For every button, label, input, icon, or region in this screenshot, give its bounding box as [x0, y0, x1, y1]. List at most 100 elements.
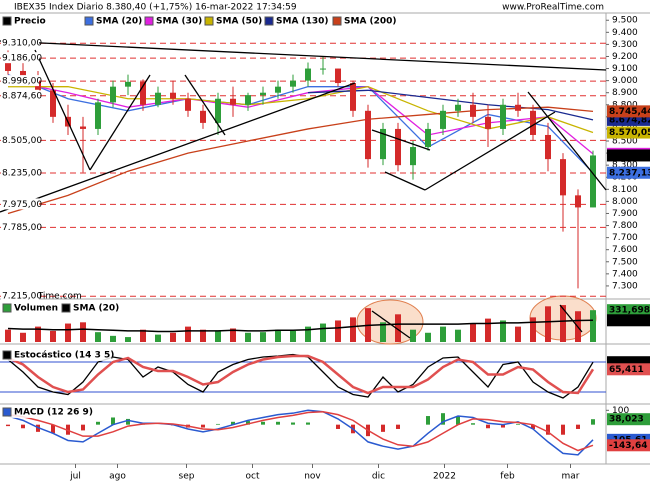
- legend-label: MACD (12 26 9): [14, 408, 93, 418]
- level-label-box: [1, 221, 39, 233]
- line: [7, 79, 594, 155]
- trend-line: [371, 310, 411, 339]
- level-label-box: [1, 198, 39, 210]
- y-tick-label: 7.500: [612, 257, 638, 267]
- histogram-bar: [516, 423, 520, 425]
- x-tick-label: ago: [109, 472, 126, 482]
- histogram-bar: [231, 421, 235, 425]
- labels: IBEX35 Index Diario 8.380,40 (+1,75%) 16…: [1, 3, 650, 482]
- candle-body: [410, 147, 416, 166]
- trend-line: [527, 91, 607, 191]
- histogram-bar: [306, 422, 310, 425]
- volume-bar: [215, 330, 221, 342]
- volume-bar: [170, 332, 176, 342]
- level-label: 8.874,60: [2, 91, 42, 101]
- candle-body: [470, 104, 476, 117]
- legend-swatch: [144, 16, 154, 26]
- y-tick-label: 9.400: [612, 28, 638, 38]
- legend-bg: [1, 302, 151, 314]
- candle-body: [170, 92, 176, 99]
- y-tick-label: 9.200: [612, 52, 638, 62]
- volume-bar: [335, 320, 341, 342]
- volume-bar: [530, 317, 536, 342]
- value-label: 8.674,82: [609, 115, 650, 125]
- candle-body: [80, 126, 86, 129]
- candle-body: [155, 92, 161, 105]
- value-label-box: [607, 314, 650, 327]
- y-tick-label: 8.100: [612, 185, 638, 195]
- histogram-bar: [561, 424, 565, 435]
- legend-label: SMA (30): [156, 17, 202, 27]
- histogram-bar: [81, 424, 85, 431]
- volume-bar: [290, 330, 296, 342]
- legend-bg: [1, 349, 113, 361]
- y-tick-label: 8.300: [612, 161, 638, 171]
- histogram-bar: [96, 421, 100, 425]
- y-tick-label: 7.700: [612, 233, 638, 243]
- histogram-bar: [396, 424, 400, 429]
- y-tick-label: 9.500: [612, 16, 638, 26]
- histogram-bar: [21, 424, 25, 429]
- line: [7, 410, 594, 452]
- candle-body: [5, 62, 11, 71]
- volume-bar: [35, 326, 41, 342]
- trend-line: [89, 74, 151, 171]
- level-label: 7.975,00: [2, 200, 42, 210]
- level-label-box: [1, 37, 39, 49]
- histogram-bar: [501, 424, 505, 428]
- legend-swatch: [264, 16, 274, 26]
- volume-bar: [515, 326, 521, 342]
- volume-bar: [200, 329, 206, 342]
- candle-body: [455, 104, 461, 111]
- candle-body: [290, 80, 296, 87]
- candle-body: [320, 68, 326, 70]
- histogram-bar: [246, 421, 250, 425]
- trend-line: [371, 129, 431, 151]
- value-label: 8.570,05: [609, 128, 650, 138]
- volume-bar: [320, 323, 326, 342]
- volume-bar: [50, 330, 56, 342]
- y-tick-label: 7.800: [612, 221, 638, 231]
- legend-swatch: [204, 16, 214, 26]
- histogram-bar: [456, 416, 460, 425]
- candle-body: [275, 86, 281, 93]
- line: [7, 106, 594, 215]
- volume-bar: [185, 326, 191, 342]
- level-label-box: [1, 89, 39, 101]
- level-label-box: [1, 134, 39, 146]
- histogram-bar: [276, 421, 280, 425]
- candle-body: [425, 128, 431, 148]
- candle-body: [485, 116, 491, 129]
- candle-body: [380, 128, 386, 160]
- value-label: -143,64: [609, 441, 647, 451]
- volume-bar: [260, 332, 266, 342]
- level-label-box: [1, 290, 39, 302]
- value-label-box: [607, 413, 650, 426]
- level-label: 8.996,00: [2, 77, 42, 87]
- y-tick-label: 9.100: [612, 64, 638, 74]
- legend-label: Volumen: [14, 304, 58, 314]
- histogram-bar: [261, 421, 265, 425]
- value-label-box: [607, 439, 650, 452]
- volume-bar: [95, 332, 101, 342]
- histogram-bar: [291, 422, 295, 425]
- candle-body: [350, 83, 356, 111]
- legend-bg: [1, 406, 96, 418]
- trend-line: [424, 111, 556, 191]
- legend-swatch: [2, 350, 12, 360]
- y-tick-label: 8.500: [612, 137, 638, 147]
- value-label-box: [607, 363, 650, 376]
- histogram-bar: [531, 424, 535, 429]
- value-label-box: [607, 126, 650, 139]
- trend-line: [0, 82, 356, 213]
- level-label-box: [1, 167, 39, 179]
- histogram-bar: [111, 417, 115, 425]
- value-label-box: [607, 149, 650, 162]
- highlight: [356, 299, 424, 345]
- histogram-bar: [576, 424, 580, 429]
- candle-body: [395, 128, 401, 166]
- volume-bar: [125, 337, 131, 342]
- candle-body: [575, 195, 581, 208]
